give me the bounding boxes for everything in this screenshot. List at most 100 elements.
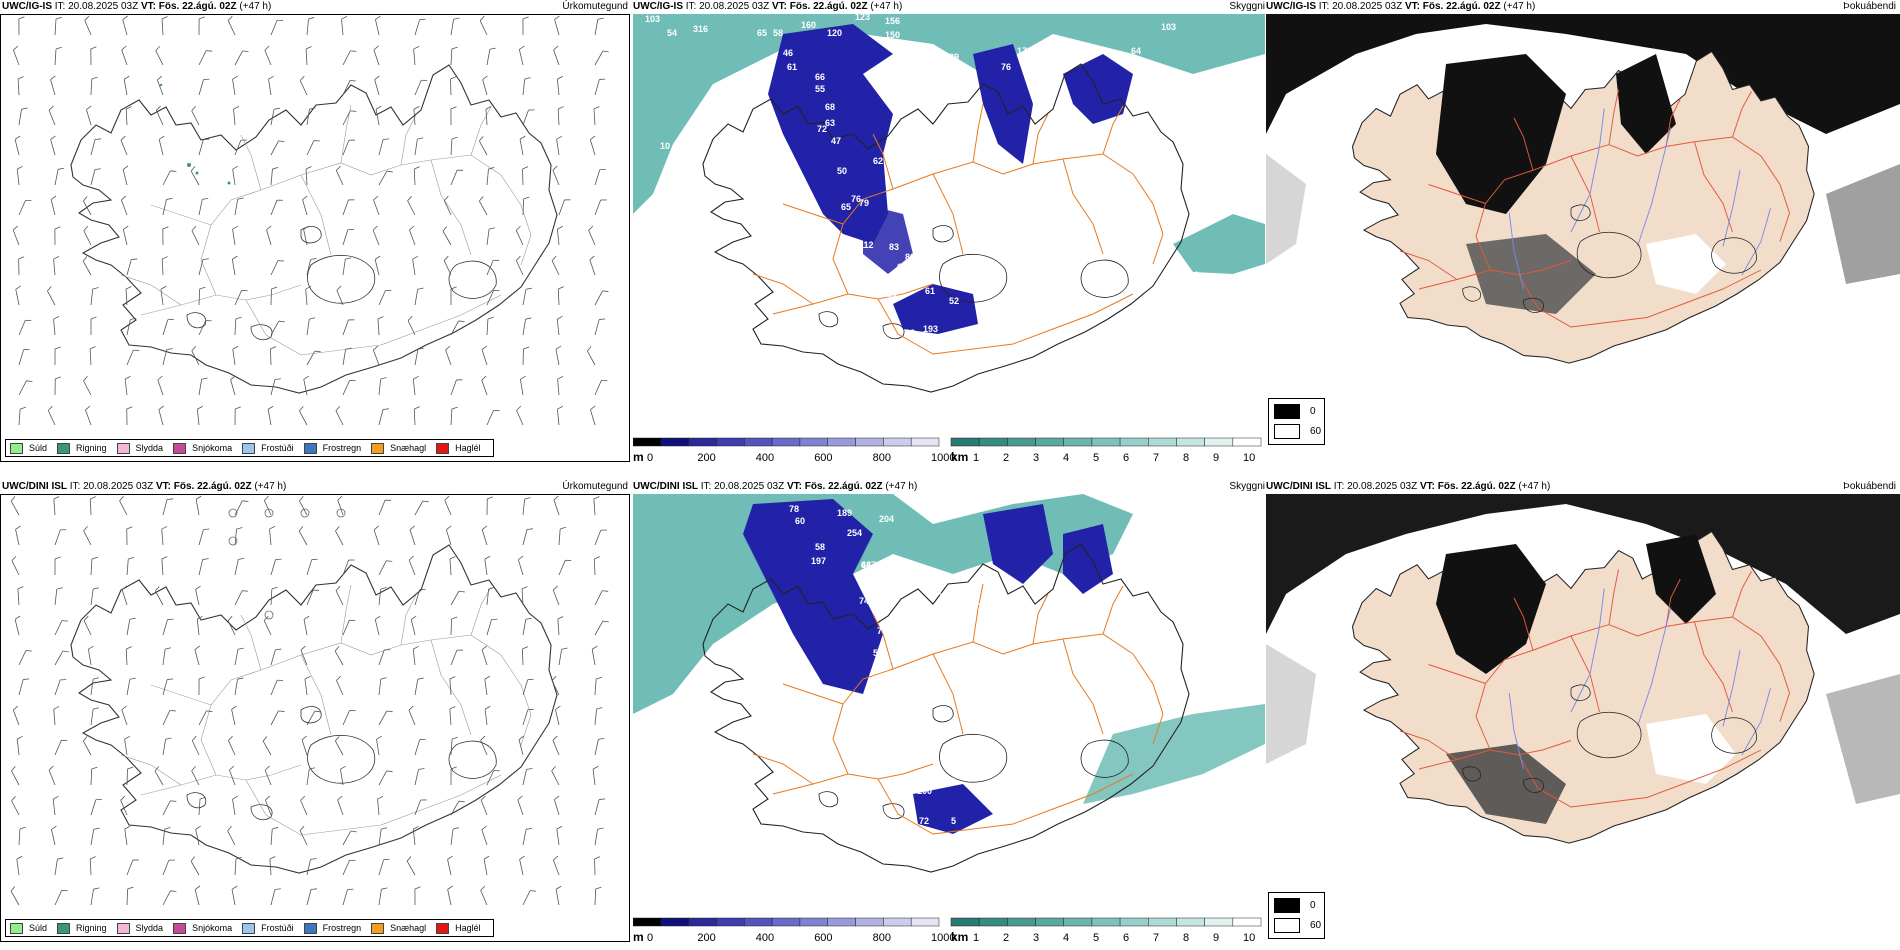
- wind-barb-flag: [375, 105, 382, 110]
- wind-barb-flag: [233, 106, 240, 110]
- wind-barb: [263, 620, 272, 636]
- wind-barb-flag: [485, 106, 492, 110]
- wind-barb-flag: [47, 286, 52, 292]
- wind-barb-flag: [157, 375, 163, 381]
- wind-barb: [12, 709, 20, 726]
- wind-barb-flag: [83, 526, 88, 532]
- ceiling-colorbar-segment: [660, 917, 689, 927]
- wind-barb-flag: [418, 768, 425, 770]
- fog-legend-swatch-60: [1274, 424, 1300, 439]
- ceiling-value-label: 78: [789, 504, 799, 514]
- ceiling-value-label: 193: [923, 324, 938, 334]
- wind-barb-flag: [264, 765, 270, 771]
- wind-barb-flag: [350, 110, 357, 112]
- ceiling-value-label: 72: [977, 602, 987, 612]
- wind-barb: [481, 829, 488, 846]
- wind-barb-flag: [82, 256, 88, 262]
- wind-barb-flag: [122, 165, 129, 170]
- wind-barb-flag: [515, 225, 521, 231]
- visibility-tick-label: 2: [1003, 452, 1009, 464]
- wind-barb: [232, 799, 236, 816]
- wind-barb: [90, 709, 94, 726]
- ceiling-value-label: 388: [821, 812, 836, 822]
- wind-barb: [227, 20, 236, 36]
- wind-barb-flag: [447, 855, 453, 860]
- ceiling-value-label: 58: [773, 28, 783, 38]
- wind-barb-flag: [123, 225, 129, 230]
- wind-barb-flag: [89, 346, 96, 350]
- precip-legend-label: Snjókoma: [192, 923, 233, 933]
- wind-barb-flag: [552, 735, 558, 741]
- wind-barb-flag: [451, 736, 458, 740]
- wind-barb-flag: [16, 855, 23, 860]
- wind-barb-flag: [595, 886, 602, 890]
- ceiling-value-label: 74: [859, 596, 869, 606]
- wind-barb: [48, 770, 56, 786]
- wind-barb-flag: [599, 318, 606, 320]
- wind-barb-flag: [407, 196, 412, 202]
- wind-barb: [53, 319, 56, 336]
- visibility-colorbar-segment: [1232, 437, 1262, 447]
- wind-barb-flag: [442, 226, 448, 232]
- wind-barb: [301, 739, 308, 756]
- visibility-unit-label: km: [951, 930, 968, 944]
- wind-barb: [90, 679, 94, 696]
- wind-barb: [558, 560, 566, 576]
- wind-barb-flag: [386, 560, 393, 562]
- fog-indicator-map: [1266, 14, 1900, 434]
- ceiling-tick-label: 600: [814, 452, 832, 464]
- wind-barb-flag: [409, 225, 415, 231]
- wind-barb-flag: [124, 375, 131, 380]
- wind-barb-flag: [450, 766, 457, 770]
- wind-barb-flag: [557, 225, 563, 230]
- wind-barb-flag: [407, 315, 413, 321]
- calm-circles: [228, 508, 346, 620]
- wind-barb: [196, 409, 200, 426]
- wind-barb-flag: [23, 678, 30, 680]
- wind-barb-flag: [555, 345, 562, 350]
- wind-barb: [122, 229, 128, 246]
- ceiling-value-label: 51: [969, 596, 979, 606]
- model-row-igis: Súld Rigning Slydda Snjókoma Frostúði Frostre…: [0, 0, 1900, 470]
- wind-barb: [126, 619, 131, 636]
- wind-barb-flag: [120, 795, 126, 801]
- wind-barb: [378, 829, 382, 846]
- wind-barb: [442, 230, 452, 246]
- wind-barb-flag: [237, 197, 244, 200]
- ceiling-value-label: 46: [783, 48, 793, 58]
- ceiling-tick-label: 200: [697, 932, 715, 944]
- wind-barb: [126, 319, 131, 336]
- wind-barb-flag: [449, 556, 456, 560]
- wind-barb-flag: [554, 15, 560, 20]
- wind-barb: [18, 200, 26, 216]
- wind-barb-flag: [304, 675, 311, 680]
- precip-panel-title: UWC/DINI ISL IT: 20.08.2025 03Z VT: Fös.…: [2, 481, 287, 492]
- wind-barb: [306, 350, 316, 366]
- wind-barb-flag: [90, 856, 96, 860]
- wind-barb: [162, 679, 168, 696]
- wind-barb: [558, 199, 565, 216]
- wind-barb-flag: [265, 795, 271, 801]
- wind-barb-flag: [309, 767, 316, 770]
- wind-barb-flag: [85, 405, 91, 411]
- wind-barb: [445, 529, 452, 546]
- ceiling-value-label: 156: [885, 16, 900, 26]
- wind-barb: [198, 799, 201, 816]
- wind-barb-flag: [479, 196, 484, 202]
- ceiling-value-label: 150: [885, 30, 900, 40]
- wind-barb-flag: [86, 105, 92, 110]
- wind-barb: [15, 529, 20, 546]
- wind-barb-flag: [298, 526, 304, 532]
- wind-barb-flag: [308, 17, 315, 20]
- wind-barb-flag: [274, 888, 281, 890]
- wind-barb: [589, 259, 596, 276]
- wind-barb: [342, 259, 346, 276]
- wind-barb-flag: [271, 286, 278, 290]
- wind-barb-flag: [408, 705, 414, 711]
- wind-barb: [551, 770, 560, 786]
- wind-barb-flag: [335, 585, 341, 591]
- wind-barb: [378, 500, 386, 516]
- wind-barb: [90, 829, 95, 846]
- wind-barb-flag: [274, 378, 281, 380]
